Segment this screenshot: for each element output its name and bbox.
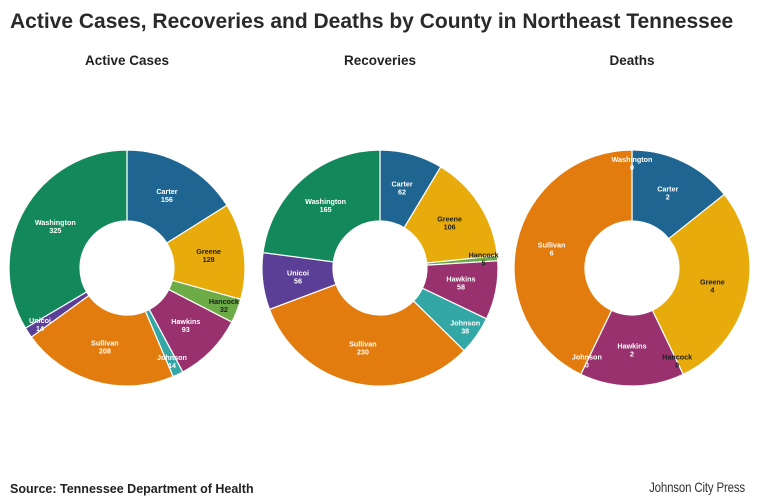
slice-label-recoveries-greene: Greene 106 (437, 215, 462, 232)
slice-label-deaths-washington: Washington 0 (612, 155, 653, 172)
slice-recoveries-sullivan (268, 283, 466, 387)
slice-label-active-cases-hawkins: Hawkins 93 (171, 317, 200, 334)
slice-label-recoveries-washington: Washington 165 (305, 197, 346, 214)
source-note: Source: Tennessee Department of Health (10, 482, 254, 496)
slice-label-deaths-johnson: Johnson 0 (572, 353, 602, 370)
slice-label-recoveries-carter: Carter 62 (391, 180, 412, 197)
slice-active-cases-sullivan (30, 294, 174, 387)
slice-label-recoveries-johnson: Johnson 38 (450, 319, 480, 336)
slice-label-active-cases-greene: Greene 128 (196, 247, 221, 264)
donut-recoveries: Carter 62 Greene 106 Hancock 5 Hawkins 58 Johnso… (261, 149, 499, 387)
chart-title-deaths: Deaths (609, 53, 655, 68)
slice-deaths-sullivan (513, 149, 633, 376)
slice-label-deaths-sullivan: Sullivan 6 (538, 241, 566, 258)
slice-active-cases-washington (8, 149, 128, 329)
slice-label-active-cases-sullivan: Sullivan 208 (91, 338, 119, 355)
slice-label-active-cases-johnson: Johnson 14 (157, 353, 187, 370)
slice-recoveries-greene (403, 166, 499, 264)
slice-label-deaths-hancock: Hancock 0 (662, 353, 692, 370)
chart-title-active-cases: Active Cases (84, 53, 170, 68)
chart-main-title: Active Cases, Recoveries and Deaths by C… (10, 10, 734, 33)
chart-title-recoveries: Recoveries (343, 53, 417, 68)
slice-label-recoveries-sullivan: Sullivan 230 (349, 340, 377, 357)
slice-label-recoveries-hawkins: Hawkins 58 (446, 275, 475, 292)
slice-label-active-cases-unicoi: Unicoi 14 (29, 316, 51, 333)
slice-label-recoveries-hancock: Hancock 5 (469, 250, 499, 267)
slice-label-deaths-greene: Greene 4 (700, 277, 725, 294)
slice-label-deaths-hawkins: Hawkins 2 (617, 342, 646, 359)
slice-recoveries-washington (262, 149, 381, 263)
slice-active-cases-carter (126, 149, 228, 244)
donut-deaths: Carter 2 Greene 4 Hancock 0 Hawkins 2 Johnson 0 Su… (513, 149, 751, 387)
publisher-logo: Johnson City Press (649, 479, 745, 495)
slice-label-active-cases-washington: Washington 325 (35, 218, 76, 235)
slice-label-recoveries-unicoi: Unicoi 56 (287, 268, 309, 285)
slice-label-deaths-carter: Carter 2 (657, 185, 678, 202)
slice-label-active-cases-carter: Carter 156 (156, 187, 177, 204)
slice-deaths-greene (651, 193, 751, 376)
slice-label-active-cases-hancock: Hancock 32 (209, 297, 239, 314)
donut-active-cases: Carter 156 Greene 128 Hancock 32 Hawkins 93 John… (8, 149, 246, 387)
